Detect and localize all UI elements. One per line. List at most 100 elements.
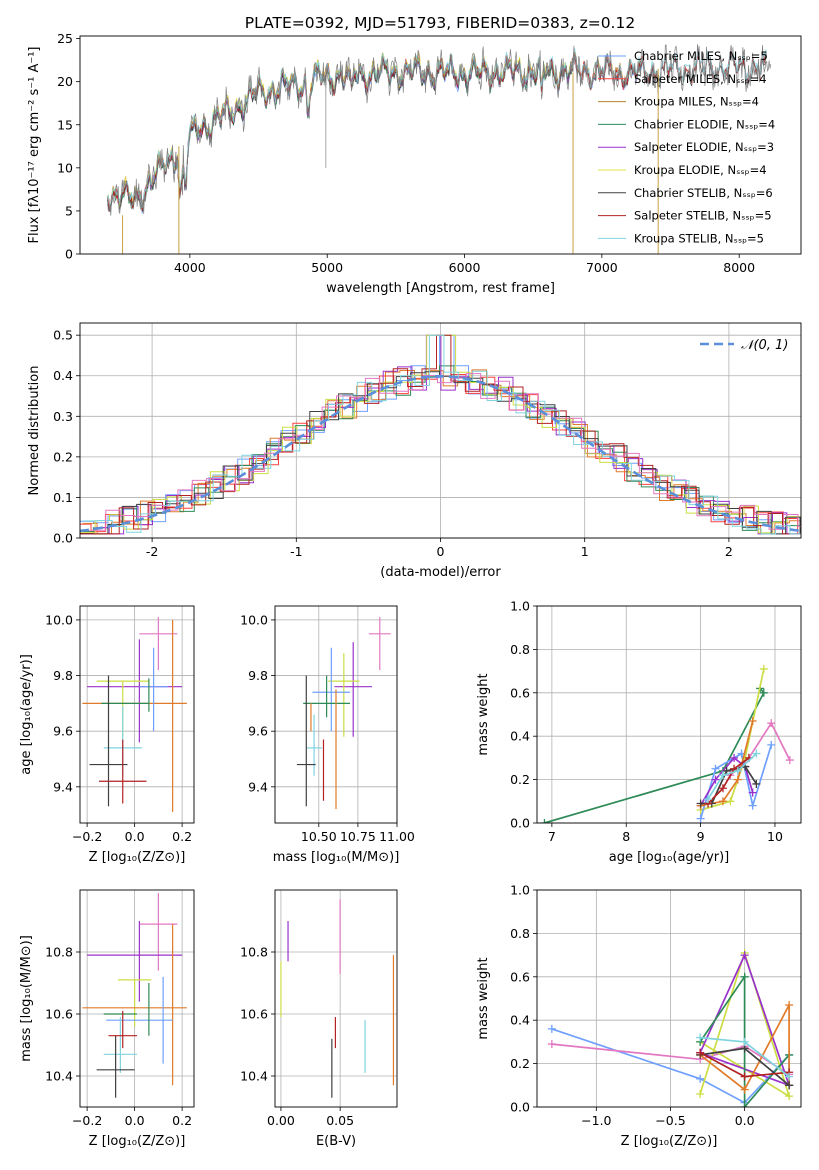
plot-content — [107, 44, 772, 254]
x-tick-label: 10 — [767, 829, 783, 844]
legend-label: Kroupa ELODIE, Nₛₛₚ=4 — [634, 163, 767, 177]
plot-area — [80, 606, 194, 823]
plot-content — [82, 617, 187, 812]
axes-mass_weight_vs_Z: −1.0 −0.5 0.0 0.0 0.2 0.4 0.6 0.8 1.0 Z [log₁₀(Z/… — [476, 883, 802, 1149]
x-tick-label: 1 — [581, 544, 589, 559]
x-tick-label: 0 — [437, 544, 445, 559]
mass-weight-marker — [730, 753, 739, 762]
mass-weight-marker — [740, 1072, 749, 1081]
mass-weight-marker — [696, 1033, 705, 1042]
mass-weight-marker — [748, 788, 757, 797]
y-tick-label: 0.1 — [53, 490, 73, 505]
y-tick-label: 0.2 — [510, 1056, 530, 1071]
y-tick-label: 0 — [65, 247, 73, 262]
x-tick-label: −0.5 — [655, 1113, 685, 1128]
plot-area — [275, 890, 397, 1107]
legend: 𝒩(0, 1) — [700, 338, 788, 353]
y-tick-label: 0.8 — [510, 926, 530, 941]
mass-weight-marker — [748, 717, 757, 726]
plot-content — [280, 899, 395, 1098]
mass-weight-marker — [726, 797, 735, 806]
plot-content — [82, 893, 187, 1098]
mass-weight-line — [729, 721, 791, 776]
mass-weight-marker — [767, 740, 776, 749]
legend-label: Kroupa STELIB, Nₛₛₚ=5 — [634, 231, 764, 245]
x-axis-label: mass [log₁₀(M/M⊙)] — [273, 850, 400, 865]
mass-weight-marker — [759, 664, 768, 673]
x-tick-label: −0.2 — [72, 829, 102, 844]
y-tick-label: 0.4 — [510, 1013, 530, 1028]
legend-label: Chabrier STELIB, Nₛₛₚ=6 — [634, 186, 773, 200]
y-tick-label: 10.6 — [240, 1007, 268, 1022]
x-axis-label: age [log₁₀(age/yr)] — [609, 850, 730, 865]
axes-age_vs_Z: −0.2 0.0 0.2 9.4 9.6 9.8 10.0 Z [log₁₀(Z/Z⊙)] ag… — [19, 605, 195, 865]
mass-weight-marker — [740, 1085, 749, 1094]
mass-weight-line — [707, 757, 750, 805]
mass-weight-marker — [740, 951, 749, 960]
y-tick-label: 0.0 — [53, 531, 73, 546]
y-tick-label: 0.0 — [510, 1100, 530, 1115]
y-tick-label: 25 — [57, 31, 73, 46]
x-tick-label: 11.00 — [379, 829, 415, 844]
mass-weight-marker — [696, 1074, 705, 1083]
plot-content — [540, 664, 794, 823]
y-tick-label: 0.0 — [510, 816, 530, 831]
mass-weight-marker — [733, 775, 742, 784]
mass-weight-marker — [696, 814, 705, 823]
x-tick-label: 5000 — [311, 260, 343, 275]
plot-area — [537, 890, 801, 1107]
y-tick-label: 0.3 — [53, 409, 73, 424]
y-axis-label: mass [log₁₀(M/M⊙)] — [19, 935, 34, 1062]
mass-weight-marker — [711, 775, 720, 784]
mass-weight-marker — [740, 1037, 749, 1046]
x-tick-label: 9 — [697, 829, 705, 844]
y-tick-label: 0.2 — [53, 449, 73, 464]
x-axis-label: Z [log₁₀(Z/Z⊙)] — [89, 850, 186, 865]
axes-frame — [536, 889, 802, 1108]
legend-label: Chabrier ELODIE, Nₛₛₚ=4 — [634, 117, 775, 131]
y-tick-label: 0.4 — [53, 368, 73, 383]
mass-weight-marker — [540, 819, 549, 823]
x-tick-label: 0.2 — [172, 1113, 192, 1128]
y-tick-label: 20 — [57, 74, 73, 89]
y-tick-label: 10.6 — [45, 1007, 73, 1022]
legend-label: Salpeter STELIB, Nₛₛₚ=5 — [634, 209, 772, 223]
residual-histogram — [80, 373, 801, 532]
mass-weight-marker — [711, 764, 720, 773]
y-tick-label: 10.8 — [240, 945, 268, 960]
y-tick-label: 0.8 — [510, 642, 530, 657]
y-tick-label: 9.8 — [248, 668, 268, 683]
axes-age_vs_mass: 10.50 10.75 11.00 9.4 9.6 9.8 10.0 mass [log₁₀(… — [240, 605, 415, 865]
plot-content — [296, 617, 391, 810]
x-tick-label: 7000 — [586, 260, 618, 275]
mass-weight-line — [551, 1043, 790, 1076]
mass-weight-line — [544, 687, 765, 823]
legend: Chabrier MILES, Nₛₛₚ=5 Salpeter MILES, Nₛ… — [598, 49, 775, 245]
x-tick-label: 6000 — [449, 260, 481, 275]
x-tick-label: 0.0 — [125, 1113, 145, 1128]
legend-label: Chabrier MILES, Nₛₛₚ=5 — [634, 49, 768, 63]
y-axis-label: age [log₁₀(age/yr)] — [19, 654, 34, 775]
axes-frame — [274, 889, 398, 1108]
grid-lines — [80, 606, 194, 823]
y-axis-label: mass weight — [476, 673, 491, 755]
mass-weight-marker — [718, 784, 727, 793]
mass-weight-marker — [718, 771, 727, 780]
y-tick-label: 9.8 — [53, 668, 73, 683]
axes-frame — [79, 889, 195, 1108]
axes-frame — [536, 605, 802, 824]
legend-label: Salpeter ELODIE, Nₛₛₚ=3 — [634, 140, 774, 154]
plot-area — [80, 890, 194, 1107]
y-tick-label: 0.2 — [510, 772, 530, 787]
axes-spectrum: 4000 5000 6000 7000 8000 0 5 10 15 20 25 wavelength… — [27, 31, 802, 296]
axes-frame — [79, 35, 802, 255]
mass-weight-marker — [547, 1040, 556, 1049]
x-axis-label: Z [log₁₀(Z/Z⊙)] — [621, 1134, 718, 1149]
figure-title: PLATE=0392, MJD=51793, FIBERID=0383, z=0… — [245, 14, 635, 32]
mass-weight-marker — [785, 1072, 794, 1081]
y-tick-label: 10.0 — [240, 612, 268, 627]
axes-mass_vs_Z: −0.2 0.0 0.2 10.4 10.6 10.8 Z [log₁₀(Z/Z⊙)] mas… — [19, 889, 195, 1149]
legend-label: Kroupa MILES, Nₛₛₚ=4 — [634, 95, 759, 109]
mass-weight-marker — [547, 1024, 556, 1033]
